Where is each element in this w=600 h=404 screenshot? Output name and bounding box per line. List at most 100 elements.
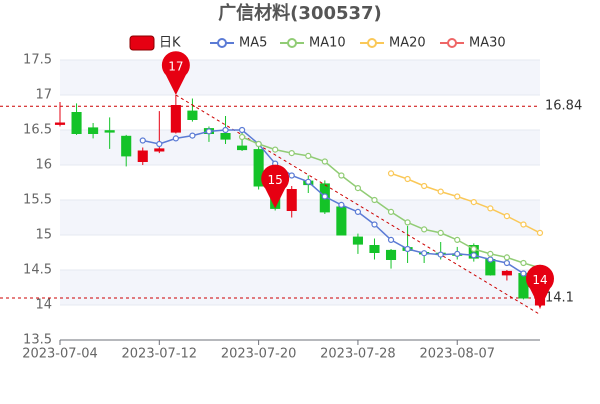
legend-label: MA5 [239,36,267,51]
candle-body [54,122,66,125]
ma-line [390,172,541,234]
y-tick-label: 15 [35,228,52,243]
y-tick-label: 16.5 [23,123,52,138]
candle-body [352,236,363,245]
ma-point [454,250,461,257]
ma-point [222,126,229,134]
candle-body [104,130,115,133]
ma-point [437,229,444,236]
grid-band [60,200,540,235]
x-tick-label: 2023-08-07 [419,347,495,362]
y-tick-label: 13.5 [23,333,52,348]
trend-line [175,94,541,315]
annotation-label: 17 [168,60,183,74]
legend-label: 日K [159,36,181,51]
ma-point [255,140,262,148]
ma-point [189,132,196,139]
candle-body [501,270,512,276]
x-tick-label: 2023-07-20 [221,347,297,362]
candle-body [121,135,132,157]
x-tick-label: 2023-07-12 [122,347,198,362]
ma-point [520,270,527,277]
ma-point [454,236,461,243]
candle-body [220,133,231,140]
ma-point [470,199,477,206]
ma-point [354,208,362,215]
legend-label: MA20 [389,36,426,51]
annotation-label: 15 [268,173,283,187]
ma-point [305,152,312,159]
ma-point [305,178,312,185]
reference-label: 16.84 [545,99,582,114]
candle-body [336,206,347,236]
legend-marker [287,38,297,48]
legend-marker [447,38,457,48]
ma-point [387,236,395,243]
ma-point [421,226,428,233]
ma-point [205,128,213,135]
ma-point [321,193,328,200]
candle-body [286,189,297,211]
ma-point [470,252,477,259]
ma-point [238,126,246,134]
ma-point [156,140,163,148]
candle-body [154,148,165,152]
candle-body [385,249,397,260]
ma-point [437,251,444,258]
ma-point [503,259,510,267]
legend-label: MA10 [309,36,346,51]
annotation-label: 14 [532,273,547,287]
legend-marker [367,38,377,48]
grid-band [60,270,540,305]
ma-point [387,170,395,177]
ma-point [404,245,411,253]
ma-point [454,193,461,200]
ma-point [520,259,527,267]
ma-point [487,256,494,263]
ma-point [520,221,527,228]
ma-point [487,205,494,212]
candle-body [137,150,148,162]
ma-point [272,146,279,153]
x-tick-label: 2023-07-28 [320,347,396,362]
grid-band [60,60,540,95]
annotation-pin [161,51,190,95]
ma-point [172,135,179,142]
candle-body [187,110,198,120]
ma-point [288,172,295,179]
y-tick-label: 15.5 [23,193,52,208]
y-tick-label: 17.5 [23,53,52,68]
ma-point [437,188,444,195]
y-tick-label: 14 [35,298,52,313]
ma-point [404,219,411,226]
annotation-pin [526,264,554,309]
ma-point [338,201,345,208]
ma-point [503,254,510,261]
ma-point [238,133,246,141]
candle-body [253,149,264,187]
ma-point [321,158,328,165]
y-tick-label: 17 [35,88,52,103]
ma-point [387,208,395,215]
candle-body [369,245,380,253]
ma-point [338,172,345,179]
ma-point [371,221,378,228]
ma-point [487,250,494,257]
ma-point [503,213,510,220]
legend-label: MA30 [469,36,506,51]
candle-body [170,105,181,133]
candle-body [237,145,248,151]
legend-icon [129,35,155,51]
y-tick-label: 14.5 [23,263,52,278]
ma-point [421,182,428,190]
ma-point [354,185,362,192]
ma-point [371,196,378,204]
ma-point [404,175,411,183]
ma-point [139,137,146,144]
candle-body [71,112,82,134]
chart-title: 广信材料(300537) [218,2,382,24]
legend-marker [217,38,227,48]
ma-point [288,150,295,157]
reference-label: 14.1 [545,291,574,306]
